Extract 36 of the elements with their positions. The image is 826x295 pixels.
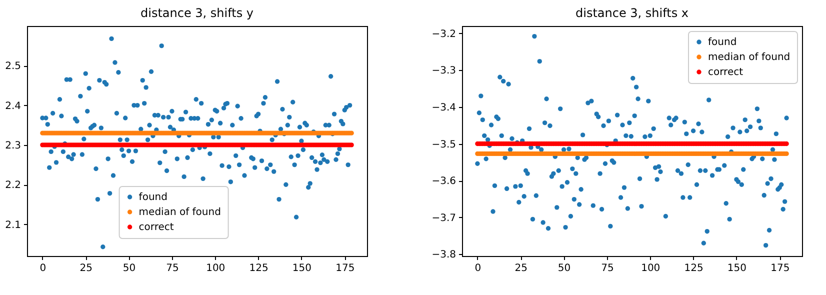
y-tick-label: 2.3: [5, 140, 21, 152]
y-tick-label: −3.2: [432, 28, 456, 40]
x-tick-label: 0: [474, 263, 482, 274]
x-tick-label: 75: [601, 263, 614, 274]
x-tick-label: 75: [166, 263, 179, 274]
legend-label: found: [138, 192, 168, 203]
x-tick-label: 175: [336, 263, 355, 274]
x-tick-label: 25: [80, 263, 92, 274]
y-tick-label: −3.8: [432, 250, 456, 261]
y-tick-label: −3.4: [432, 102, 456, 114]
legend-label: found: [708, 37, 737, 48]
chart-title: distance 3, shifts x: [575, 6, 689, 20]
x-tick-label: 0: [40, 263, 46, 274]
y-tick-label: 2.1: [5, 220, 21, 231]
x-tick-label: 150: [292, 263, 312, 274]
legend-label: correct: [708, 67, 744, 78]
y-tick-label: 2.4: [5, 100, 21, 112]
x-tick-label: 25: [514, 263, 528, 274]
x-tick-label: 50: [122, 263, 136, 274]
y-tick-label: 2.2: [5, 180, 21, 192]
y-tick-label: −3.7: [432, 212, 456, 224]
legend-label: correct: [138, 222, 174, 233]
y-tick-label: −3.3: [432, 66, 456, 77]
chart-title: distance 3, shifts y: [140, 6, 254, 20]
x-tick-label: 125: [684, 263, 704, 274]
legend-label: median of found: [708, 52, 790, 63]
y-tick-label: −3.5: [432, 139, 456, 150]
legend-label: median of found: [138, 207, 221, 218]
x-tick-label: 175: [770, 263, 790, 274]
y-tick-label: −3.6: [432, 176, 456, 188]
x-tick-label: 150: [727, 263, 747, 274]
x-tick-label: 100: [206, 263, 226, 274]
x-tick-label: 50: [558, 263, 571, 274]
x-tick-label: 100: [641, 263, 660, 274]
y-tick-label: 2.5: [5, 61, 21, 72]
x-tick-label: 125: [249, 263, 268, 274]
